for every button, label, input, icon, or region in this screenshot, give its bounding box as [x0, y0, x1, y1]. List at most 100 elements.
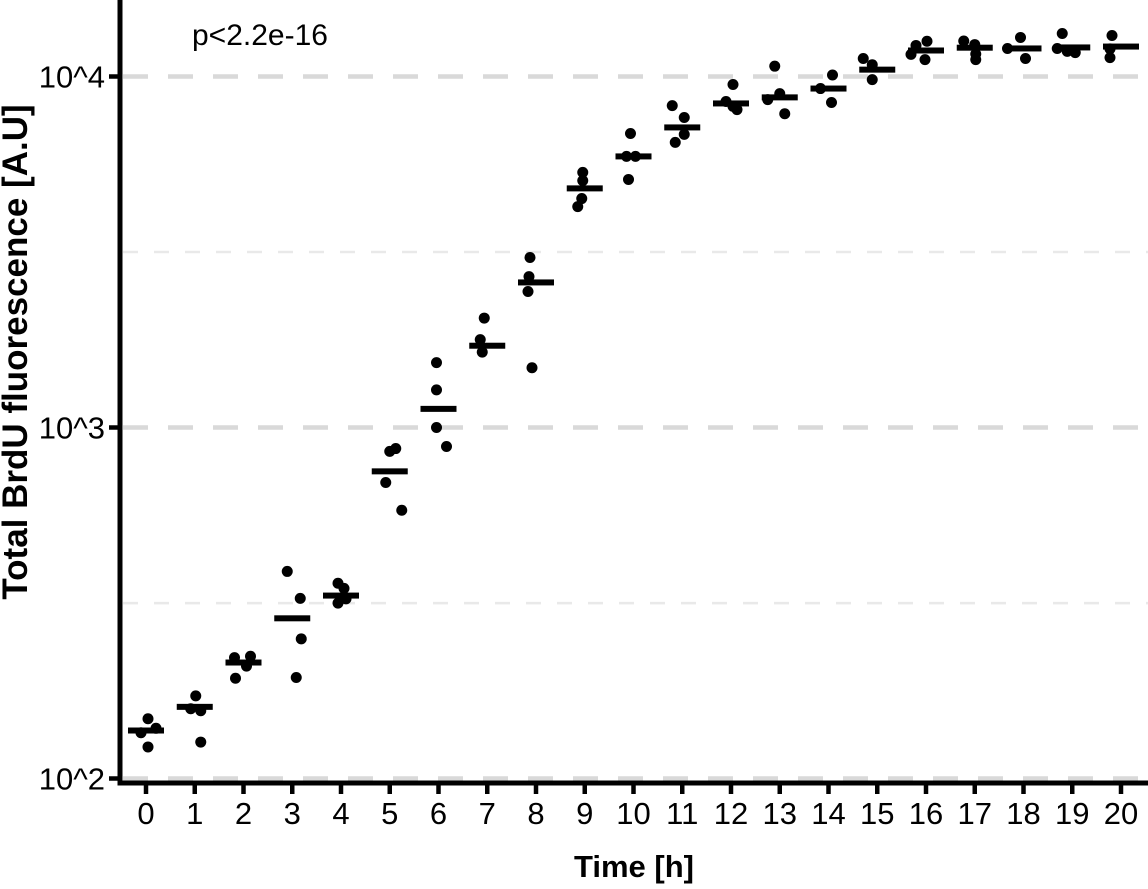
data-point [1106, 29, 1118, 41]
median-bar [469, 342, 506, 349]
data-point [290, 671, 302, 683]
data-point [476, 346, 488, 358]
data-point [910, 39, 922, 51]
data-point [142, 713, 154, 725]
x-tick-label: 4 [332, 796, 349, 831]
data-point [245, 650, 256, 662]
data-point [1002, 42, 1013, 54]
data-point [229, 652, 240, 664]
data-point [826, 97, 837, 109]
data-point [150, 722, 162, 734]
x-tick-label: 17 [958, 796, 992, 831]
y-axis-title: Total BrdU fluorescence [A.U] [0, 104, 35, 600]
data-point [1056, 27, 1068, 39]
data-point [678, 128, 690, 140]
data-point [678, 112, 690, 124]
median-bar [1054, 44, 1091, 51]
data-point [230, 672, 241, 684]
data-point [190, 690, 202, 702]
x-tick-label: 6 [430, 796, 447, 831]
data-point [827, 69, 838, 81]
data-point [919, 54, 931, 66]
data-point [195, 705, 207, 717]
median-bar [664, 124, 701, 131]
data-point [524, 252, 536, 264]
data-point [866, 74, 878, 86]
data-point [294, 592, 306, 604]
data-point [441, 440, 452, 452]
data-point [526, 362, 538, 374]
data-point [142, 741, 154, 753]
x-tick-label: 0 [137, 796, 154, 831]
data-point [970, 54, 982, 66]
x-tick-label: 1 [186, 796, 203, 831]
data-point [1104, 43, 1116, 55]
data-point [625, 128, 636, 140]
data-point [731, 104, 743, 116]
data-point [135, 727, 147, 739]
data-point [295, 633, 307, 645]
x-tick-label: 16 [909, 796, 943, 831]
x-tick-label: 12 [714, 796, 748, 831]
data-point [857, 53, 869, 65]
y-tick-label: 10^3 [39, 411, 105, 446]
x-axis-title: Time [h] [574, 849, 694, 884]
x-tick-label: 10 [616, 796, 650, 831]
data-point [338, 582, 350, 594]
data-point [1051, 42, 1063, 54]
data-point [384, 445, 396, 457]
data-point [669, 136, 681, 148]
data-point [431, 357, 442, 369]
x-tick-label: 3 [284, 796, 301, 831]
x-tick-label: 11 [666, 796, 698, 831]
x-tick-label: 2 [235, 796, 252, 831]
data-point [522, 286, 534, 298]
x-tick-label: 7 [479, 796, 496, 831]
data-point [572, 201, 584, 213]
data-point [478, 312, 490, 324]
data-point [762, 94, 774, 106]
median-bar [274, 615, 311, 622]
data-point [1020, 53, 1031, 65]
x-tick-label: 20 [1104, 796, 1138, 831]
data-point [431, 384, 442, 396]
data-point [523, 271, 535, 283]
data-point [621, 150, 632, 162]
data-point [623, 173, 634, 185]
data-point [630, 150, 641, 162]
median-bar [859, 66, 896, 73]
median-bar [1005, 45, 1042, 52]
data-point [332, 597, 344, 609]
data-point [905, 48, 917, 60]
data-point [185, 703, 197, 715]
data-point [1104, 52, 1116, 64]
x-tick-label: 19 [1055, 796, 1089, 831]
data-point [1069, 47, 1081, 59]
x-tick-label: 9 [576, 796, 593, 831]
data-point [474, 334, 486, 346]
data-point [769, 60, 781, 72]
data-point [281, 565, 293, 577]
median-bar [323, 592, 359, 599]
x-tick-label: 5 [381, 796, 398, 831]
median-bar [518, 279, 554, 286]
median-bar [908, 47, 944, 54]
data-point [396, 504, 408, 516]
data-point [431, 422, 442, 433]
data-point [666, 100, 678, 112]
data-point [577, 166, 589, 178]
y-tick-label: 10^4 [39, 60, 105, 95]
data-point [815, 83, 826, 95]
median-bar [420, 405, 457, 412]
data-point [774, 88, 786, 100]
data-point [958, 35, 970, 47]
x-tick-label: 13 [763, 796, 797, 831]
x-tick-label: 8 [527, 796, 544, 831]
data-point [921, 35, 933, 47]
median-bar [371, 468, 408, 475]
data-point [195, 736, 207, 748]
x-tick-label: 18 [1006, 796, 1040, 831]
data-point [380, 477, 392, 489]
